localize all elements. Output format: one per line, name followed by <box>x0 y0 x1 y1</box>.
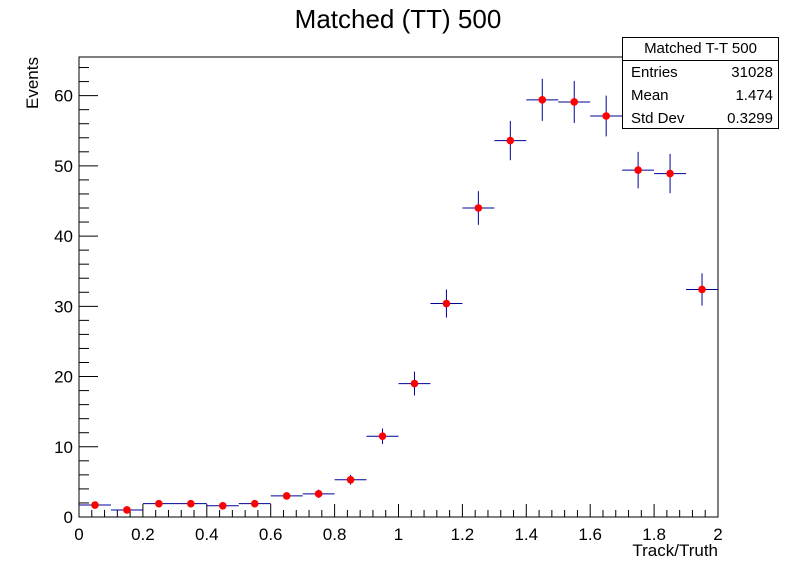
data-point <box>218 501 227 510</box>
y-tick-label: 20 <box>54 368 73 387</box>
y-axis-label: Events <box>23 57 42 109</box>
stats-value: 31028 <box>731 64 773 81</box>
data-point <box>666 169 674 178</box>
x-tick-label: 0.2 <box>131 525 155 544</box>
chart-title: Matched (TT) 500 <box>295 4 502 34</box>
data-point <box>538 96 547 104</box>
y-tick-label: 40 <box>54 227 73 246</box>
data-point <box>570 98 579 106</box>
data-point <box>698 285 706 294</box>
x-tick-label: 2 <box>713 525 722 544</box>
x-tick-label: 0.4 <box>195 525 219 544</box>
stats-row-stddev: Std Dev 0.3299 <box>623 107 778 130</box>
x-axis-label: Track/Truth <box>632 541 718 560</box>
x-tick-label: 1.2 <box>451 525 475 544</box>
stats-value: 1.474 <box>735 87 773 104</box>
x-tick-label: 1.6 <box>578 525 602 544</box>
data-point <box>442 299 451 308</box>
data-point <box>346 475 355 484</box>
data-point <box>506 136 515 145</box>
data-point <box>250 499 259 508</box>
stats-row-entries: Entries 31028 <box>623 61 778 84</box>
stats-value: 0.3299 <box>727 110 773 127</box>
data-point <box>474 204 483 212</box>
x-tick-label: 1 <box>394 525 403 544</box>
y-tick-label: 60 <box>54 87 73 106</box>
x-tick-label: 0 <box>74 525 83 544</box>
x-tick-label: 0.8 <box>323 525 347 544</box>
stats-label: Std Dev <box>631 110 685 127</box>
x-tick-label: 1.8 <box>642 525 666 544</box>
x-tick-label: 0.6 <box>259 525 283 544</box>
data-point <box>410 379 419 388</box>
data-point <box>123 506 131 514</box>
stats-label: Entries <box>631 64 678 81</box>
y-tick-label: 0 <box>64 508 73 527</box>
stats-box-title: Matched T-T 500 <box>623 38 778 61</box>
stats-label: Mean <box>631 87 669 104</box>
data-point <box>602 112 610 120</box>
stats-box: Matched T-T 500 Entries 31028 Mean 1.474… <box>622 37 779 129</box>
x-tick-label: 1.4 <box>514 525 538 544</box>
data-point <box>187 499 195 508</box>
data-point <box>91 501 99 509</box>
data-point <box>314 490 323 498</box>
y-tick-label: 50 <box>54 157 73 176</box>
y-tick-label: 10 <box>54 438 73 457</box>
data-point <box>634 166 642 174</box>
y-tick-label: 30 <box>54 297 73 316</box>
data-point <box>378 432 387 441</box>
data-point <box>282 492 291 500</box>
data-point <box>155 499 163 508</box>
stats-row-mean: Mean 1.474 <box>623 84 778 107</box>
